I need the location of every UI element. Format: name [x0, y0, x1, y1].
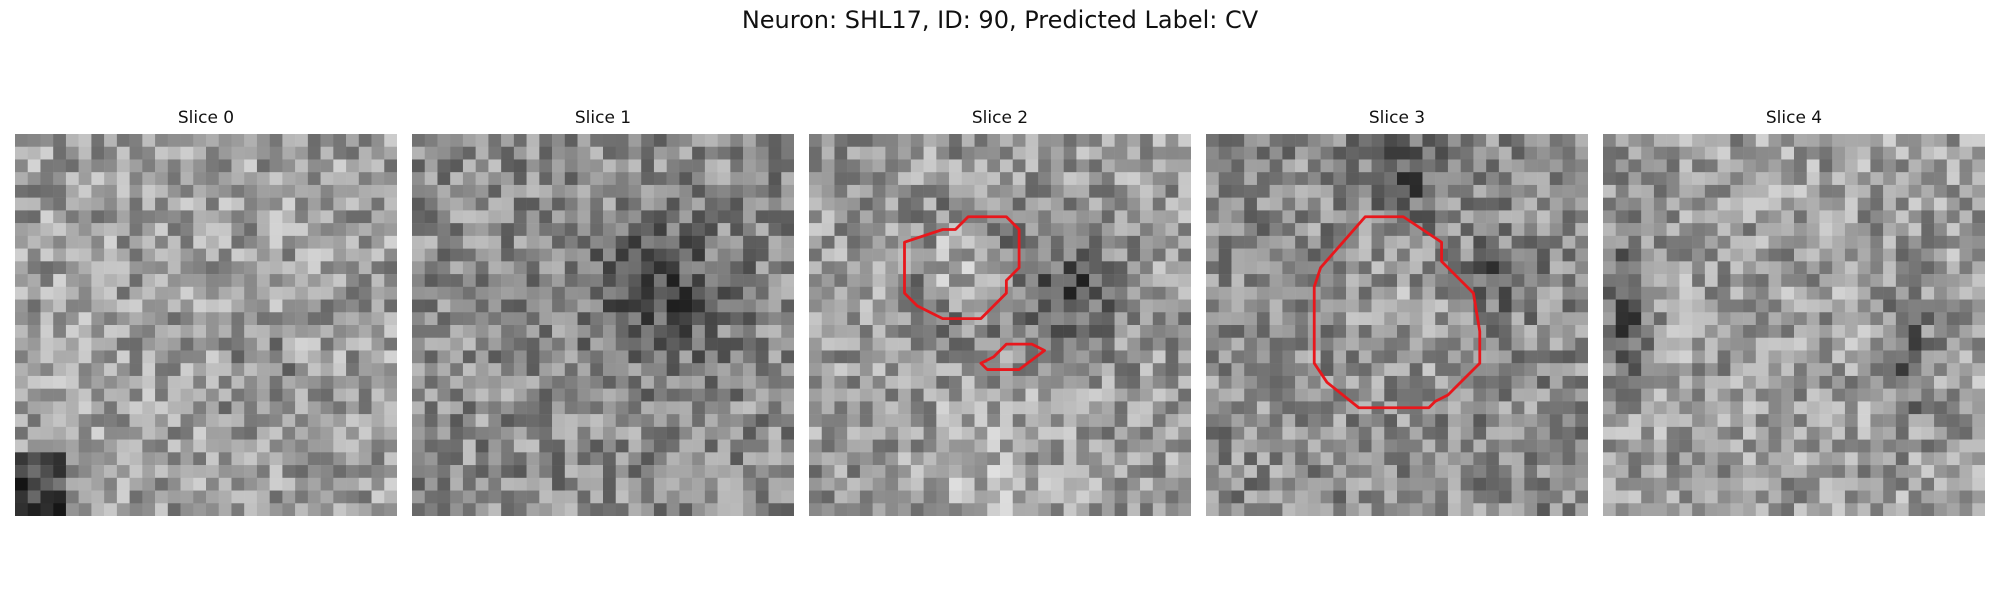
slice-svg-1 — [412, 134, 794, 516]
slice-svg-2 — [809, 134, 1191, 516]
slice-image-2 — [809, 134, 1191, 516]
slice-image-1 — [412, 134, 794, 516]
slice-svg-3 — [1206, 134, 1588, 516]
slice-title-3: Slice 3 — [1368, 108, 1426, 128]
contour-3-0 — [1312, 215, 1482, 410]
contour-2-1 — [979, 342, 1046, 371]
contour-2-0 — [903, 215, 1021, 321]
slice-title-4: Slice 4 — [1765, 108, 1823, 128]
slice-title-0: Slice 0 — [177, 108, 235, 128]
slice-title-2: Slice 2 — [971, 108, 1029, 128]
figure-title: Neuron: SHL17, ID: 90, Predicted Label: … — [741, 6, 1259, 34]
slice-image-3 — [1206, 134, 1588, 516]
slice-image-4 — [1603, 134, 1985, 516]
slice-image-0 — [15, 134, 397, 516]
slice-svg-0 — [15, 134, 397, 516]
slice-svg-4 — [1603, 134, 1985, 516]
slice-title-1: Slice 1 — [574, 108, 632, 128]
